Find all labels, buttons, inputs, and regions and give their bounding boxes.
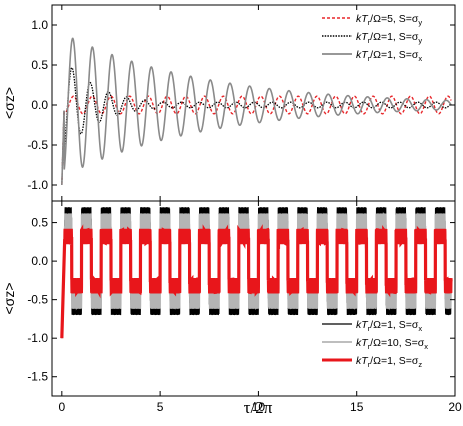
legend-entry-2: kTr/Ω=1, S=σz <box>356 355 422 369</box>
y-tick-label: -0.5 <box>27 138 48 152</box>
top-panel: 1.00.50.0-0.5-1.0<σz>kTr/Ω=5, S=σykTr/Ω=… <box>1 4 456 202</box>
series-band-2 <box>60 224 453 339</box>
legend-entry-1: kTr/Ω=1, S=σy <box>356 31 422 45</box>
series-line-1 <box>61 67 452 186</box>
plot-frame <box>51 200 456 397</box>
y-tick-label: 1.0 <box>31 18 48 32</box>
x-tick-label: 20 <box>448 400 462 414</box>
y-axis-label: <σz> <box>1 283 17 315</box>
y-tick-label: 0.0 <box>31 98 48 112</box>
x-tick-label: 10 <box>252 400 266 414</box>
x-tick-label: 15 <box>350 400 364 414</box>
y-tick-label: 0.0 <box>31 254 48 268</box>
x-tick-label: 0 <box>58 400 65 414</box>
legend: kTr/Ω=1, S=σx kTr/Ω=10, S=σx kTr/Ω=1, S=σz <box>322 319 428 369</box>
y-axis-label: <σz> <box>1 87 17 119</box>
y-tick-label: -0.5 <box>27 293 48 307</box>
x-axis-label: τ/2π <box>244 398 273 417</box>
y-tick-label: -1.5 <box>27 370 48 384</box>
legend: kTr/Ω=5, S=σy kTr/Ω=1, S=σy kTr/Ω=1, S=σx <box>322 13 422 63</box>
y-tick-label: -1.0 <box>27 178 48 192</box>
legend-entry-2: kTr/Ω=1, S=σx <box>356 49 422 63</box>
plot-area <box>61 37 452 186</box>
legend-entry-0: kTr/Ω=1, S=σx <box>356 319 422 333</box>
y-tick-label: 0.5 <box>31 216 48 230</box>
x-tick-label: 5 <box>157 400 164 414</box>
y-tick-label: -1.0 <box>27 331 48 345</box>
plot-area <box>60 206 453 339</box>
y-tick-label: 0.5 <box>31 58 48 72</box>
series-line-2 <box>61 37 452 186</box>
legend-entry-1: kTr/Ω=10, S=σx <box>356 337 428 351</box>
bottom-panel: 0 5 10 15 20 0.5 0.0 -0.5 -1.0 -1.5 <σz> kTr/Ω=1, S… <box>1 200 462 414</box>
legend-entry-0: kTr/Ω=5, S=σy <box>356 13 422 27</box>
